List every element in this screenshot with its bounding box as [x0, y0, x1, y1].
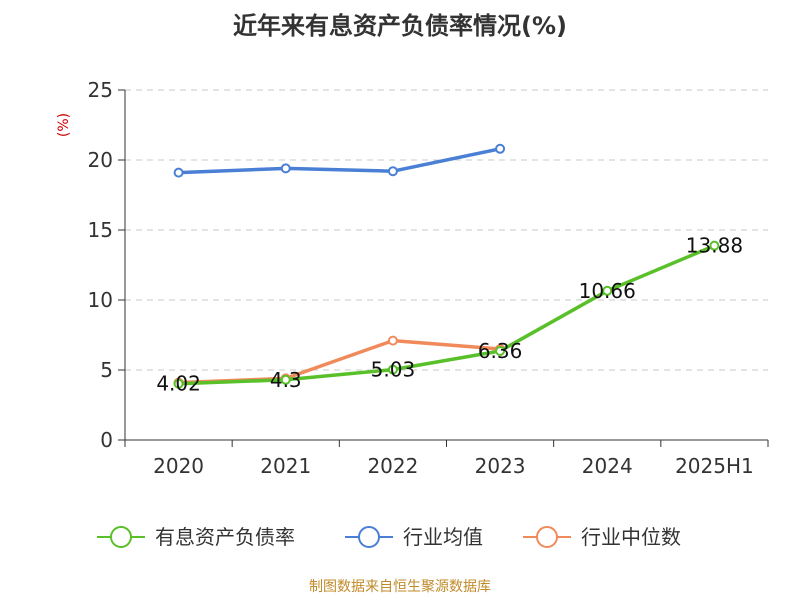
y-axis-unit-label: (%): [56, 113, 72, 137]
data-label: 5.03: [371, 358, 416, 382]
y-tick-label: 20: [88, 148, 113, 172]
series-line-0: [176, 243, 717, 386]
x-tick-label: 2025H1: [675, 454, 754, 478]
chart-title: 近年来有息资产负债率情况(%): [233, 12, 567, 40]
legend-marker: [110, 526, 132, 548]
source-note: 制图数据来自恒生聚源数据库: [309, 579, 491, 595]
legend-marker: [536, 526, 558, 548]
x-tick-label: 2021: [260, 454, 311, 478]
legend-label: 行业均值: [403, 525, 483, 549]
data-label: 13.88: [686, 234, 743, 258]
y-tick-label: 0: [100, 428, 113, 452]
data-point-0: [495, 345, 506, 356]
y-tick-label: 15: [88, 218, 113, 242]
grid-lines: [125, 89, 768, 371]
legend-item-2: 行业中位数: [523, 525, 681, 549]
series-line-1: [176, 147, 502, 175]
x-tick-label: 2022: [367, 454, 418, 478]
data-point-0: [387, 364, 398, 375]
y-tick-label: 5: [100, 358, 113, 382]
data-label: 10.66: [579, 279, 636, 303]
series-lines: [173, 143, 720, 389]
data-point-1: [387, 166, 398, 177]
data-label: 4.02: [156, 372, 201, 396]
y-tick-label: 25: [88, 78, 113, 102]
legend: 有息资产负债率 行业均值 行业中位数: [97, 525, 681, 549]
x-tick-label: 2023: [475, 454, 526, 478]
data-point-0: [709, 240, 720, 251]
legend-item-0: 有息资产负债率: [97, 525, 295, 549]
data-point-0: [173, 378, 184, 389]
data-point-1: [173, 167, 184, 178]
data-point-0: [280, 374, 291, 385]
data-label: 6.36: [478, 339, 523, 363]
legend-marker: [358, 526, 380, 548]
data-labels: 4.02 4.3 5.03 6.36 10.66 13.88: [156, 234, 743, 396]
data-point-0: [602, 285, 613, 296]
data-point-1: [495, 143, 506, 154]
legend-item-1: 行业均值: [345, 525, 483, 549]
legend-label: 有息资产负债率: [155, 525, 295, 549]
legend-label: 行业中位数: [581, 525, 681, 549]
y-tick-label: 10: [88, 288, 113, 312]
data-point-1: [280, 163, 291, 174]
data-label: 4.3: [270, 368, 302, 392]
x-tick-label: 2024: [582, 454, 633, 478]
data-point-2: [387, 335, 398, 346]
axes: 0 5 10 15 20 25 2020 2021 2022 2023 2024 2025H1: [88, 78, 769, 478]
x-tick-label: 2020: [153, 454, 204, 478]
